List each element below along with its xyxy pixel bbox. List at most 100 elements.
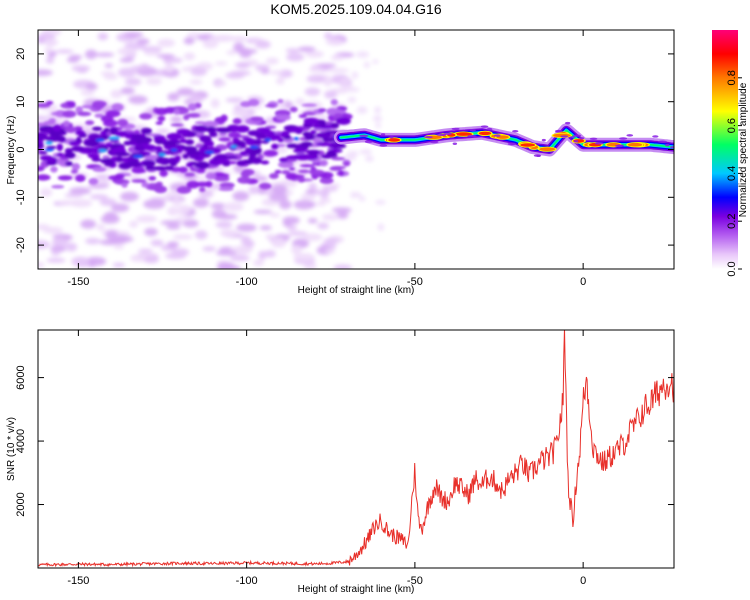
spectrogram-noise-blob <box>323 78 333 87</box>
spectrogram-noise-blob <box>135 215 158 223</box>
spectrogram-noise-blob <box>183 52 196 61</box>
spectrogram-mid-blob <box>141 181 149 188</box>
spectrogram-noise-blob <box>71 65 91 72</box>
snr-x-label: Height of straight line (km) <box>298 584 415 595</box>
spectrogram-noise-blob <box>80 219 97 229</box>
spectrogram-noise-blob <box>39 187 53 198</box>
spectrogram-hot-blob <box>98 149 107 153</box>
spectrogram-core-blob <box>143 160 156 168</box>
spectrogram-noise-blob <box>295 97 305 106</box>
spectrogram-ridge-blob <box>541 138 546 142</box>
spectrogram-core-blob <box>255 132 267 140</box>
spectrogram-noise-blob <box>363 61 370 69</box>
spectrogram-core-blob <box>244 147 252 155</box>
spectrogram-noise-blob <box>325 182 341 189</box>
spectrogram-ridge-layer <box>333 121 674 158</box>
spectrogram-noise-blob <box>293 253 316 262</box>
spectrogram-core-blob <box>283 135 292 140</box>
spectrogram-core-blob <box>114 131 129 138</box>
figure-title: KOM5.2025.109.04.04.G16 <box>270 1 441 17</box>
spectrogram-core-blob <box>279 157 288 163</box>
spectrogram-mid-blob <box>57 175 73 181</box>
spectrogram-mid-blob <box>202 120 219 128</box>
spectrogram-noise-blob <box>120 191 139 202</box>
colorbar-tick-label: 0.2 <box>726 214 738 229</box>
spectrogram-noise-blob <box>277 102 287 110</box>
spectrogram-noise-blob <box>104 211 118 220</box>
spectrogram-ridge-blob <box>512 130 519 133</box>
spectrogram-mid-blob <box>274 169 282 174</box>
spectrogram-ridge-blob <box>452 142 458 145</box>
spectrogram-core-blob <box>91 126 103 131</box>
spectrogram-peak-core <box>520 143 536 147</box>
spectrogram-mid-blob <box>157 115 166 122</box>
spectrogram-noise-blob <box>232 109 250 118</box>
spectrogram-core-blob <box>289 127 304 133</box>
spectrogram-noise-blob <box>130 65 149 71</box>
spectrogram-noise-blob <box>150 239 164 247</box>
spectrogram-y-tick-label: -20 <box>15 237 27 253</box>
snr-ticks: -150 -100 -50 0 2000 4000 6000 <box>15 330 674 587</box>
spectrogram-noise-blob <box>271 238 287 248</box>
spectrogram-noise-blob <box>175 216 194 221</box>
spectrogram-core-blob <box>315 132 332 139</box>
spectrogram-noise-blob <box>319 198 332 204</box>
spectrogram-noise-blob <box>64 193 83 198</box>
snr-series-line <box>38 330 674 568</box>
spectrogram-noise-blob <box>193 197 209 208</box>
spectrogram-mid-blob <box>63 120 70 127</box>
spectrogram-noise-blob <box>118 67 137 78</box>
spectrogram-noise-blob <box>44 47 54 53</box>
spectrogram-ridge-blob <box>657 140 667 143</box>
spectrogram-noise-blob <box>372 59 379 64</box>
spectrogram-mid-blob <box>75 106 83 114</box>
spectrogram-mid-blob <box>114 173 125 180</box>
spectrogram-noise-blob <box>225 71 245 79</box>
spectrogram-ridge-blob <box>380 133 386 136</box>
spectrogram-ridge-blob <box>364 140 374 143</box>
spectrogram-core-blob <box>304 133 316 141</box>
spectrogram-noise-blob <box>305 189 315 194</box>
spectrogram-ridge-blob <box>555 130 561 133</box>
spectrogram-mid-blob <box>298 114 307 118</box>
colorbar-tick-label: 0.0 <box>726 261 738 276</box>
spectrogram-core-blob <box>39 155 54 161</box>
spectrogram-noise-blob <box>137 248 153 253</box>
spectrogram-noise-blob <box>51 238 69 247</box>
spectrogram-mid-blob <box>183 114 190 121</box>
spectrogram-core-blob <box>336 117 351 125</box>
spectrogram-noise-blob <box>272 184 288 195</box>
spectrogram-core-blob <box>303 117 320 125</box>
spectrogram-noise-blob <box>317 222 329 230</box>
spectrogram-mid-blob <box>277 98 284 104</box>
spectrogram-noise-blob <box>144 255 160 264</box>
spectrogram-noise-blob <box>331 75 342 84</box>
spectrogram-noise-blob <box>157 38 176 48</box>
spectrogram-noise-blob <box>231 35 248 43</box>
spectrogram-mid-blob <box>301 103 318 107</box>
spectrogram-core-blob <box>49 131 60 137</box>
spectrogram-noise-blob <box>89 194 109 200</box>
spectrogram-mid-blob <box>70 169 78 174</box>
snr-x-tick-label: -100 <box>236 575 258 587</box>
spectrogram-noise-blob <box>255 40 271 49</box>
spectrogram-noise-blob <box>38 115 52 122</box>
spectrogram-core-blob <box>154 145 163 152</box>
spectrogram-noise-blob <box>306 74 326 84</box>
spectrogram-mid-blob <box>319 177 334 184</box>
spectrogram-mid-blob <box>214 176 230 182</box>
spectrogram-mid-blob <box>116 118 129 127</box>
spectrogram-noise-blob <box>325 38 345 46</box>
spectrogram-y-tick-label: 0 <box>15 146 27 152</box>
spectrogram-core-blob <box>242 137 253 142</box>
spectrogram-noise-blob <box>233 42 245 51</box>
spectrogram-noise-blob <box>80 89 95 96</box>
spectrogram-noise-blob <box>259 225 272 231</box>
spectrogram-noise-blob <box>160 220 183 226</box>
spectrogram-mid-blob <box>219 182 235 189</box>
spectrogram-mid-blob <box>51 112 61 116</box>
spectrogram-noise-blob <box>286 224 297 231</box>
snr-panel: -150 -100 -50 0 2000 4000 6000 Height of strai… <box>6 329 675 595</box>
spectrogram-noise-blob <box>286 52 305 62</box>
spectrogram-noise-blob <box>117 47 137 56</box>
